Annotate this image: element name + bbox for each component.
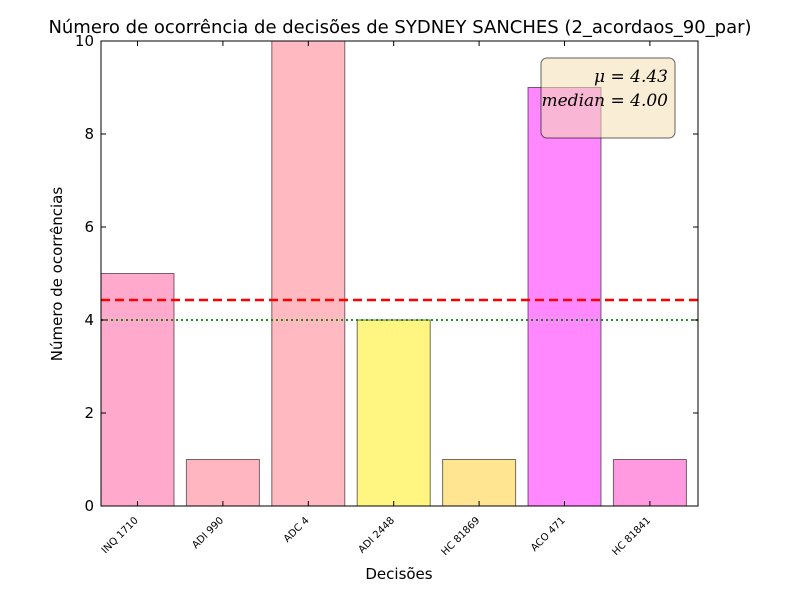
y-axis-label: Número de ocorrências [48,187,66,362]
y-tick-label: 8 [84,125,94,143]
bar-adc-4 [271,40,346,507]
x-tick-label: ADI 2448 [357,515,397,555]
stats-box: μ = 4.43 median = 4.00 [540,57,676,139]
bar-hc-81841 [612,459,687,507]
mean-stat: μ = 4.43 [594,67,668,87]
plot-frame [100,40,699,507]
x-tick-label: HC 81841 [610,515,653,558]
y-tick-label: 0 [84,497,94,515]
bar-adi-990 [185,459,260,507]
y-axis-ticks: 0 2 4 6 8 10 [75,32,698,515]
bar-adi-2448 [356,319,431,507]
x-axis-label: Decisões [365,565,432,583]
bar-inq-1710 [100,273,175,507]
x-tick-label: ADI 990 [190,515,226,551]
x-tick-label: ADC 4 [282,515,312,545]
median-stat: median = 4.00 [542,91,669,111]
y-tick-label: 4 [84,311,94,329]
x-tick-label: INQ 1710 [100,515,141,556]
bar-hc-81869 [442,459,517,507]
y-tick-label: 6 [84,218,94,236]
bar-aco-471 [527,87,602,507]
chart-title: Número de ocorrência de decisões de SYDN… [48,17,751,38]
y-tick-label: 2 [84,404,94,422]
x-tick-label: ACO 471 [529,515,568,554]
x-tick-label: HC 81869 [440,515,483,558]
stats-box-background [540,57,676,139]
reference-lines [101,298,698,321]
y-tick-label: 10 [75,32,94,50]
